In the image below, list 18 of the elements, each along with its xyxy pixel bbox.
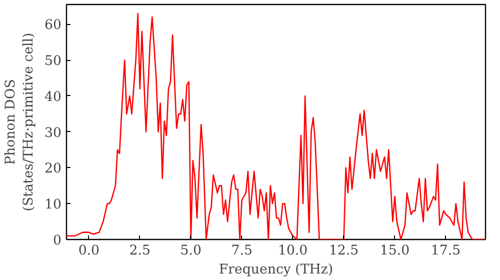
y-tick-label: 20 (44, 162, 62, 177)
y-tick-label: 10 (44, 198, 62, 213)
x-tick-label: 12.5 (328, 244, 359, 258)
x-tick-label: 15.0 (380, 244, 410, 258)
x-tick-label: 7.5 (231, 244, 252, 258)
x-tick-label: 0.0 (78, 244, 100, 258)
y-tick-label: 60 (44, 18, 62, 34)
y-tick-label: 30 (44, 126, 62, 141)
y-tick-label: 0 (53, 234, 62, 248)
x-tick-label: 10.0 (278, 244, 308, 258)
y-tick-label: 50 (44, 54, 62, 70)
line-series (66, 12, 486, 240)
y-axis-title: Phonon DOS (States/THz·primitive cell) (4, 32, 37, 212)
y-tick-label: 40 (44, 90, 62, 105)
x-tick-label: 5.0 (180, 244, 202, 258)
x-tick-label: 17.5 (430, 244, 461, 258)
x-tick-label: 2.5 (129, 244, 151, 258)
x-axis-title: Frequency (THz) (218, 262, 334, 278)
